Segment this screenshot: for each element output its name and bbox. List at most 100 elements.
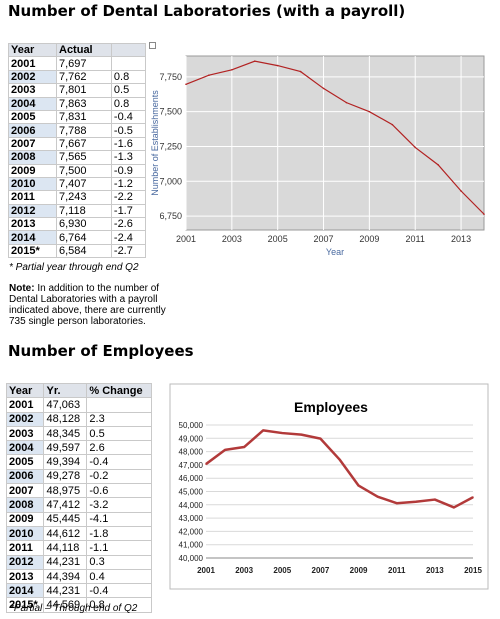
year-cell: 2008 — [8, 150, 57, 165]
y-tick-label: 47,000 — [179, 461, 204, 470]
year-cell: 2001 — [8, 56, 57, 71]
change-cell: -1.6 — [110, 136, 147, 152]
data-point — [483, 213, 485, 215]
value-cell: 49,394 — [43, 454, 88, 470]
data-point — [437, 164, 439, 166]
column-header: Actual — [56, 42, 112, 58]
value-cell: 6,930 — [56, 217, 112, 232]
change-cell: -0.5 — [110, 123, 147, 138]
table-row: 2009 7,500 -0.9 — [8, 163, 147, 178]
data-point — [391, 123, 394, 126]
x-tick-label: 2007 — [314, 234, 334, 244]
labs-note: Note: In addition to the number of Denta… — [9, 283, 179, 327]
year-cell: 2005 — [8, 109, 57, 125]
value-cell: 6,584 — [56, 243, 112, 259]
y-tick-label: 49,000 — [179, 434, 204, 443]
table-row: 2003 48,345 0.5 — [5, 425, 152, 442]
change-cell: 0.8 — [110, 69, 147, 85]
data-point — [322, 87, 325, 90]
value-cell: 7,500 — [56, 163, 112, 178]
chart-title: Employees — [294, 399, 368, 415]
data-point — [243, 446, 245, 448]
plot-area — [185, 55, 485, 231]
table-row: 2010 44,612 -1.8 — [5, 525, 152, 542]
table-row: 2003 7,801 0.5 — [8, 83, 147, 98]
change-cell: 0.8 — [86, 597, 152, 613]
table-row: 2004 7,863 0.8 — [8, 96, 147, 111]
year-cell: 2006 — [8, 123, 57, 138]
x-tick-label: 2011 — [388, 566, 406, 575]
change-cell: -0.4 — [110, 109, 147, 125]
table-row: 2008 7,565 -1.3 — [8, 150, 147, 165]
data-point — [434, 498, 436, 501]
note-label: Note: — [9, 283, 35, 294]
table-row: 2001 7,697 — [8, 56, 147, 71]
x-tick-label: 2007 — [312, 566, 330, 575]
data-point — [395, 502, 398, 505]
value-cell: 44,569 — [43, 597, 88, 613]
value-cell: 6,764 — [56, 230, 112, 245]
data-point — [376, 495, 379, 498]
value-cell: 7,565 — [56, 150, 112, 165]
change-cell: 0.5 — [110, 83, 147, 98]
data-point — [357, 484, 360, 487]
x-tick-label: 2009 — [359, 234, 379, 244]
x-tick-label: 2015 — [464, 566, 482, 575]
x-tick-label: 2001 — [197, 566, 215, 575]
table-row: 2006 49,278 -0.2 — [5, 468, 152, 485]
data-point — [338, 458, 341, 461]
x-tick-label: 2013 — [426, 566, 444, 575]
data-point — [253, 60, 256, 62]
data-point — [224, 449, 226, 451]
data-point — [472, 496, 474, 499]
column-header: Yr. — [43, 382, 88, 399]
data-point — [205, 463, 207, 465]
year-cell: 2002 — [5, 411, 45, 427]
series-line — [185, 60, 485, 215]
data-point — [185, 83, 187, 86]
x-tick-label: 2013 — [451, 234, 471, 244]
employees-table: Year Yr.% Change 2001 47,063 2002 48,128 2.3 20… — [5, 382, 152, 613]
year-cell: 2003 — [5, 425, 45, 442]
data-point — [281, 432, 284, 434]
y-tick-label: 7,250 — [159, 141, 182, 151]
table-row: 2005 7,831 -0.4 — [8, 109, 147, 125]
chart-placeholder-icon — [149, 42, 156, 49]
data-point — [208, 74, 210, 77]
year-cell: 2015* — [8, 243, 57, 259]
y-tick-label: 43,000 — [179, 514, 204, 523]
data-point — [368, 110, 371, 113]
data-point — [414, 146, 417, 149]
column-header: Year — [8, 42, 57, 58]
year-cell: 2015* — [5, 597, 45, 613]
data-point — [299, 70, 302, 73]
x-tick-label: 2005 — [273, 566, 291, 575]
x-tick-label: 2009 — [350, 566, 368, 575]
chart-frame — [169, 383, 489, 590]
year-cell: 2011 — [8, 190, 57, 205]
table-row: 2005 49,394 -0.4 — [5, 454, 152, 470]
table-row: 2014 6,764 -2.4 — [8, 230, 147, 245]
year-cell: 2012 — [5, 554, 45, 570]
y-tick-label: 7,750 — [159, 72, 182, 82]
x-tick-label: 2003 — [222, 234, 242, 244]
labs-table: Year Actual 2001 7,697 2002 7,762 0.8 2003 7,801… — [8, 42, 147, 259]
change-cell: -2.7 — [110, 243, 147, 259]
table-row: 2011 7,243 -2.2 — [8, 190, 147, 205]
data-point — [300, 433, 303, 436]
y-tick-label: 48,000 — [179, 448, 204, 457]
table-row: 2007 7,667 -1.6 — [8, 136, 147, 152]
table-row: 2013 6,930 -2.6 — [8, 217, 147, 232]
column-header: % Change — [86, 382, 152, 399]
change-cell: -0.4 — [86, 454, 152, 470]
table-row: 2002 7,762 0.8 — [8, 69, 147, 85]
data-point — [231, 68, 233, 71]
value-cell: 7,697 — [56, 56, 112, 71]
employees-title: Number of Employees — [8, 342, 194, 360]
change-cell: 0.8 — [110, 96, 147, 111]
y-tick-label: 6,750 — [159, 211, 182, 221]
change-cell — [110, 56, 147, 71]
y-tick-label: 7,500 — [159, 107, 182, 117]
change-cell: -2.2 — [110, 190, 147, 205]
